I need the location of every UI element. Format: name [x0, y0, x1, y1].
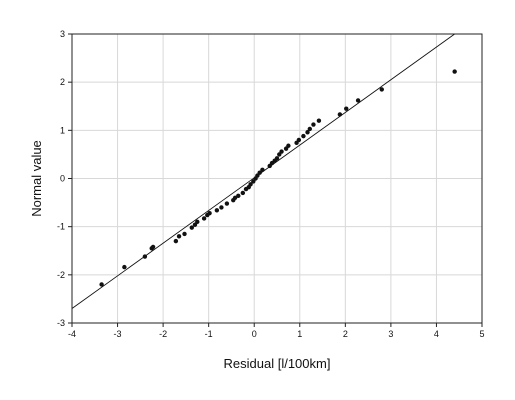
data-point — [337, 112, 343, 117]
data-point — [355, 98, 361, 103]
data-point — [301, 133, 306, 139]
x-tick-label: 5 — [479, 329, 484, 339]
y-tick-label: 2 — [60, 77, 65, 87]
data-point — [344, 106, 349, 111]
data-point — [452, 69, 457, 74]
data-point — [214, 208, 220, 213]
data-point — [240, 190, 246, 196]
data-point — [257, 170, 262, 175]
data-point — [379, 87, 384, 92]
data-point — [286, 143, 291, 148]
x-tick-label: -3 — [114, 329, 122, 339]
data-point — [176, 234, 182, 239]
x-tick-label: 3 — [388, 329, 393, 339]
data-point — [305, 130, 310, 135]
y-axis-title: Normal value — [29, 140, 44, 217]
y-tick-label: -2 — [57, 270, 65, 280]
data-point — [189, 225, 195, 230]
data-point — [274, 156, 280, 161]
x-tick-label: 2 — [343, 329, 348, 339]
data-point — [182, 231, 187, 237]
data-point — [207, 210, 212, 216]
data-point — [219, 205, 224, 210]
data-point — [201, 216, 207, 221]
x-tick-label: -1 — [205, 329, 213, 339]
y-tick-label: -1 — [57, 222, 65, 232]
data-point — [122, 264, 127, 270]
y-tick-label: -3 — [57, 318, 65, 328]
x-tick-label: 1 — [297, 329, 302, 339]
data-point — [150, 244, 156, 250]
data-point — [236, 193, 241, 199]
data-point — [296, 137, 302, 143]
data-point — [248, 182, 253, 187]
data-point — [311, 122, 316, 127]
data-point — [232, 195, 238, 200]
y-tick-label: 0 — [60, 174, 65, 184]
data-point — [224, 201, 230, 206]
data-points — [99, 69, 457, 287]
data-point — [173, 238, 179, 244]
x-tick-label: 4 — [434, 329, 439, 339]
data-point — [260, 167, 265, 173]
data-point — [307, 126, 312, 132]
x-axis-title: Residual [l/100km] — [224, 356, 331, 371]
y-tick-label: 3 — [60, 29, 65, 39]
data-point — [279, 149, 284, 154]
x-tick-label: 0 — [252, 329, 257, 339]
data-point — [195, 219, 200, 225]
data-point — [142, 254, 148, 259]
x-tick-label: -4 — [68, 329, 76, 339]
y-tick-label: 1 — [60, 125, 65, 135]
grid-lines — [72, 34, 482, 323]
data-point — [316, 118, 322, 123]
data-point — [99, 282, 104, 287]
x-tick-label: -2 — [159, 329, 167, 339]
